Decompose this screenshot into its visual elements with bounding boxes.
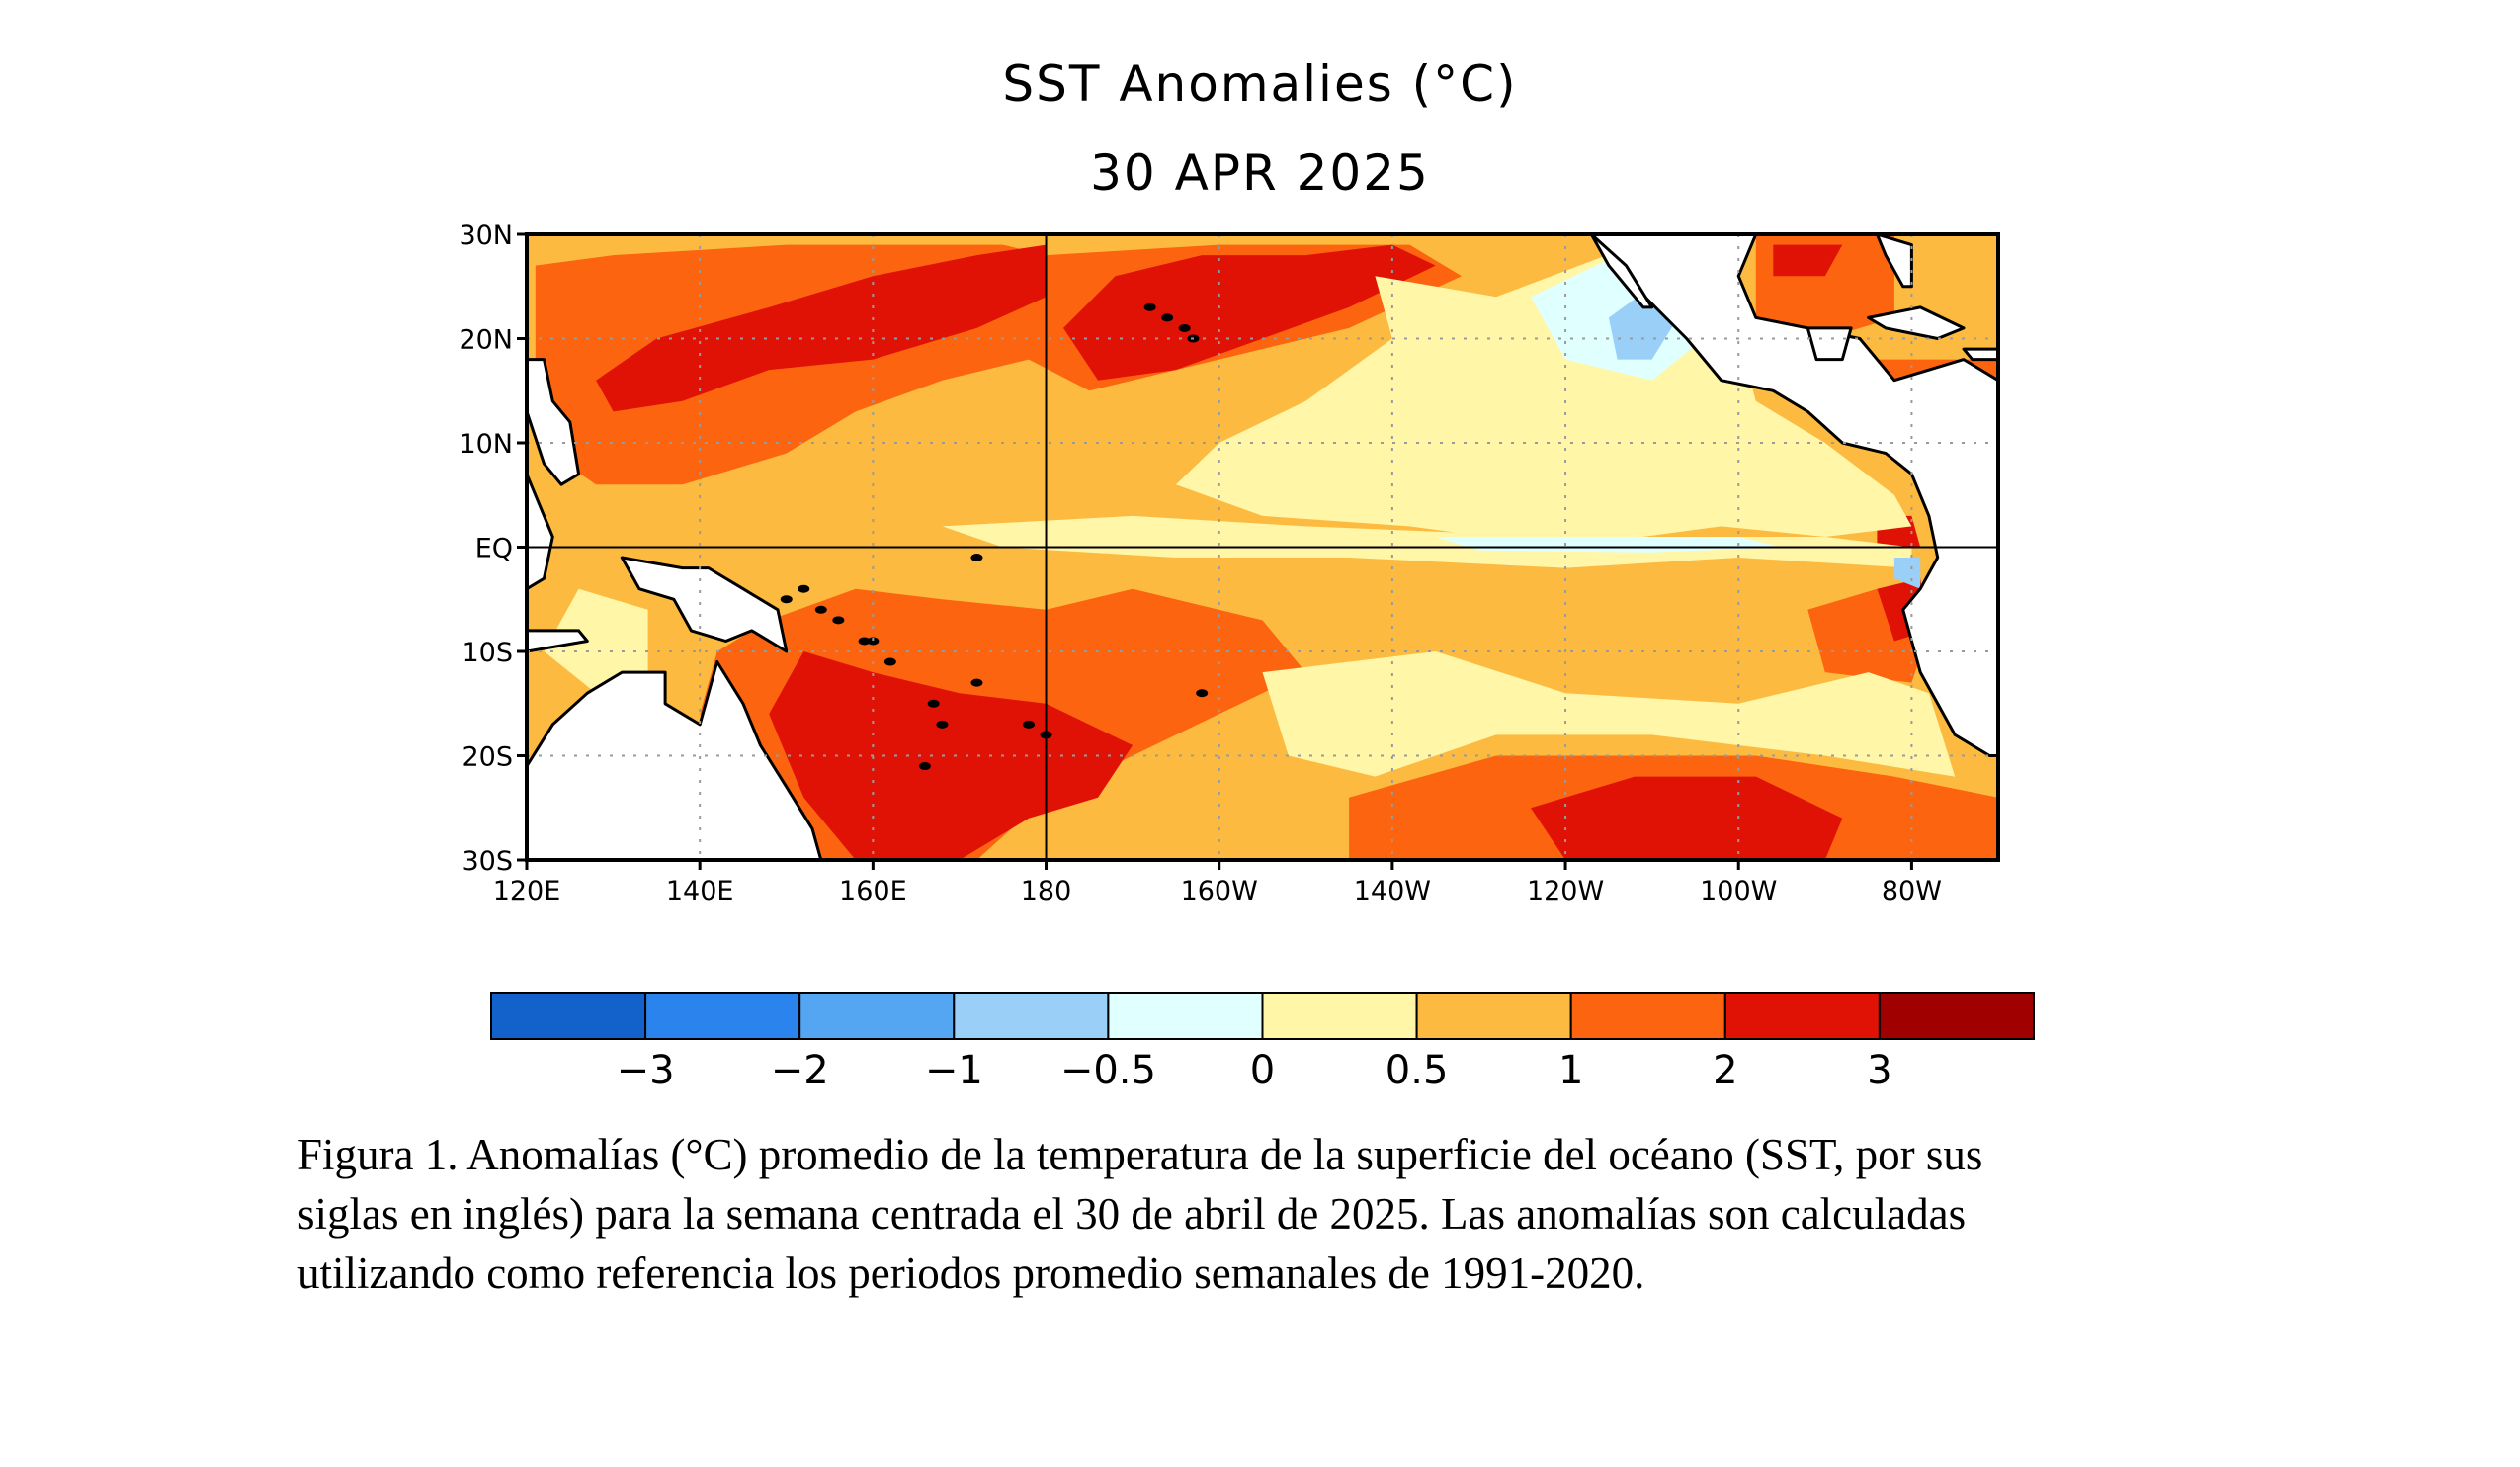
colorbar: −3 −2 −1 −0.5 0 0.5 1 2 3	[490, 992, 2036, 1093]
colorbar-swatch-2	[798, 992, 956, 1040]
lat-tick-label-4: 10S	[462, 638, 514, 668]
colorbar-swatch-1	[644, 992, 801, 1040]
island-4	[798, 584, 810, 593]
island-18	[780, 595, 793, 604]
anomaly-region-5	[769, 651, 1134, 860]
colorbar-label-8: 3	[1867, 1048, 1891, 1093]
colorbar-swatch-3	[953, 992, 1110, 1040]
map-date: 30 APR 2025	[1090, 144, 1430, 202]
island-15	[858, 637, 871, 646]
landmass-5	[1806, 326, 1853, 362]
landmass-8	[527, 358, 581, 486]
island-1	[1161, 313, 1174, 322]
colorbar-label-5: 0.5	[1386, 1048, 1449, 1093]
landmass-2	[1875, 234, 1913, 289]
anomaly-region-20	[1262, 651, 1956, 777]
colorbar-swatch-5	[1261, 992, 1418, 1040]
colorbar-swatch-0	[490, 992, 647, 1040]
lat-tick-label-2: 10N	[459, 429, 513, 460]
colorbar-label-0: −3	[617, 1048, 675, 1093]
landmass-6	[527, 660, 823, 860]
landmass-4	[1962, 347, 1998, 362]
island-8	[883, 657, 896, 666]
colorbar-label-6: 1	[1558, 1048, 1583, 1093]
colorbar-label-2: −1	[925, 1048, 983, 1093]
lon-tick-label-2: 160E	[839, 876, 907, 906]
land-layer	[527, 234, 1998, 860]
lon-tick-label-8: 80W	[1882, 876, 1942, 906]
island-5	[814, 605, 827, 614]
lon-tick-label-6: 120W	[1527, 876, 1604, 906]
lat-tick-label-3: EQ	[475, 534, 513, 564]
anomaly-region-18	[1435, 537, 1782, 553]
anomaly-region-7	[1531, 776, 1843, 860]
colorbar-swatch-7	[1569, 992, 1726, 1040]
landmass-3	[1867, 305, 1966, 340]
anomaly-region-3	[1063, 244, 1436, 381]
map-title: SST Anomalies (°C)	[1002, 55, 1518, 113]
gridlines	[527, 234, 1998, 860]
lat-tick-label-5: 20S	[462, 742, 514, 773]
colorbar-label-1: −2	[771, 1048, 829, 1093]
caption-line-3: utilizando como referencia los periodos …	[297, 1249, 1645, 1298]
colorbar-swatch-9	[1878, 992, 2036, 1040]
anomaly-region-21	[544, 588, 648, 694]
anomaly-region-2	[596, 244, 1047, 412]
lon-tick-label-3: 180	[1021, 876, 1072, 906]
lon-tick-label-7: 100W	[1700, 876, 1777, 906]
island-6	[832, 616, 845, 625]
colorbar-swatch-6	[1415, 992, 1572, 1040]
landmass-9	[527, 473, 554, 591]
colorbar-swatch-8	[1723, 992, 1881, 1040]
island-11	[918, 762, 931, 771]
colorbar-label-4: 0	[1250, 1048, 1275, 1093]
lon-tick-label-5: 140W	[1354, 876, 1431, 906]
anomaly-region-17	[942, 515, 1912, 568]
landmass-10	[527, 629, 589, 653]
island-0	[1143, 302, 1156, 311]
colorbar-label-7: 2	[1713, 1048, 1737, 1093]
colorbar-swatch-4	[1107, 992, 1264, 1040]
lon-tick-label-0: 120E	[493, 876, 561, 906]
anomaly-region-19	[1893, 558, 1921, 589]
landmass-1	[1589, 234, 1654, 309]
lat-tick-label-6: 30S	[462, 846, 514, 877]
figure-caption: Figura 1. Anomalías (°C) promedio de la …	[297, 1125, 2254, 1303]
island-14	[970, 554, 983, 562]
island-10	[936, 720, 949, 729]
island-12	[1023, 720, 1036, 729]
landmass-7	[620, 556, 789, 653]
island-17	[970, 678, 983, 687]
anomaly-region-12	[1773, 244, 1843, 277]
caption-line-2: siglas en inglés) para la semana centrad…	[297, 1189, 1967, 1239]
caption-line-1: Figura 1. Anomalías (°C) promedio de la …	[297, 1130, 1983, 1179]
island-16	[1196, 689, 1209, 698]
lon-tick-label-1: 140E	[666, 876, 734, 906]
island-7	[867, 637, 880, 646]
island-2	[1178, 323, 1191, 332]
island-9	[927, 699, 940, 708]
lon-tick-label-4: 160W	[1181, 876, 1258, 906]
lat-tick-label-1: 20N	[459, 325, 513, 356]
lat-tick-label-0: 30N	[459, 220, 513, 251]
colorbar-label-3: −0.5	[1060, 1048, 1156, 1093]
